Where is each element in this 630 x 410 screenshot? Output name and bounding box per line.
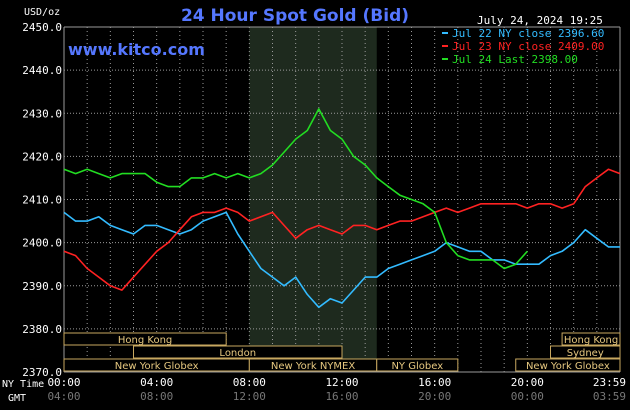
session-box <box>63 332 227 346</box>
series-layer <box>63 108 621 309</box>
session-box <box>550 345 621 359</box>
x-label-gmt: GMT <box>8 393 26 404</box>
session-label: Hong Kong <box>118 335 172 346</box>
x-tick-label-gmt: 12:00 <box>233 390 266 403</box>
legend-entry: Jul 22 NY close 2396.60 <box>452 27 604 40</box>
y-tick-label: 2430.0 <box>22 107 62 120</box>
series-line <box>63 211 620 309</box>
session-box <box>561 332 621 346</box>
market-sessions: Hong Kong Hong Kong London Sydney New York G… <box>63 332 621 372</box>
session-box <box>515 358 621 372</box>
y-tick-label: 2410.0 <box>22 194 62 207</box>
x-tick-label-ny: 12:00 <box>325 376 358 389</box>
x-tick-label-gmt: 00:00 <box>511 390 544 403</box>
x-tick-label-ny: 08:00 <box>233 376 266 389</box>
y-tick-label: 2400.0 <box>22 237 62 250</box>
x-tick-label-gmt: 08:00 <box>140 390 173 403</box>
series-line <box>63 168 621 291</box>
series-line <box>63 108 528 270</box>
y-tick-label: 2420.0 <box>22 150 62 163</box>
y-tick-label: 2380.0 <box>22 323 62 336</box>
session-label: London <box>219 348 256 359</box>
x-axis: 00:0004:0004:0008:0008:0012:0012:0016:00… <box>47 376 626 403</box>
session-label: NY Globex <box>391 361 443 372</box>
y-tick-label: 2440.0 <box>22 64 62 77</box>
x-tick-label-gmt: 03:59 <box>593 390 626 403</box>
legend-entry: Jul 23 NY close 2409.00 <box>452 40 604 53</box>
x-tick-label-ny: 23:59 <box>593 376 626 389</box>
session-box <box>133 345 343 359</box>
x-tick-label-ny: 20:00 <box>511 376 544 389</box>
session-label: Sydney <box>567 348 604 359</box>
x-tick-label-gmt: 16:00 <box>325 390 358 403</box>
x-tick-label-ny: 04:00 <box>140 376 173 389</box>
session-label: New York NYMEX <box>271 361 356 372</box>
unit-label: USD/oz <box>24 7 60 18</box>
session-label: New York Globex <box>526 361 610 372</box>
x-tick-label-ny: 16:00 <box>418 376 451 389</box>
x-label-ny-time: NY Time <box>2 379 44 390</box>
y-tick-label: 2390.0 <box>22 280 62 293</box>
session-label: New York Globex <box>115 361 199 372</box>
session-box <box>376 358 459 372</box>
session-label: Hong Kong <box>564 335 618 346</box>
x-tick-label-gmt: 20:00 <box>418 390 451 403</box>
grid-lines <box>63 26 621 373</box>
y-axis: 2450.0 2440.0 2430.0 2420.0 2410.0 2400.0 2390… <box>22 21 62 379</box>
source-link[interactable]: www.kitco.com <box>68 40 205 59</box>
chart-timestamp: July 24, 2024 19:25 <box>477 14 603 27</box>
y-tick-label: 2370.0 <box>22 366 62 379</box>
x-tick-label-ny: 00:00 <box>47 376 80 389</box>
x-tick-label-gmt: 04:00 <box>47 390 80 403</box>
chart-title: 24 Hour Spot Gold (Bid) <box>181 6 409 26</box>
legend-entry: Jul 24 Last 2398.00 <box>452 53 578 66</box>
y-tick-label: 2450.0 <box>22 21 62 34</box>
